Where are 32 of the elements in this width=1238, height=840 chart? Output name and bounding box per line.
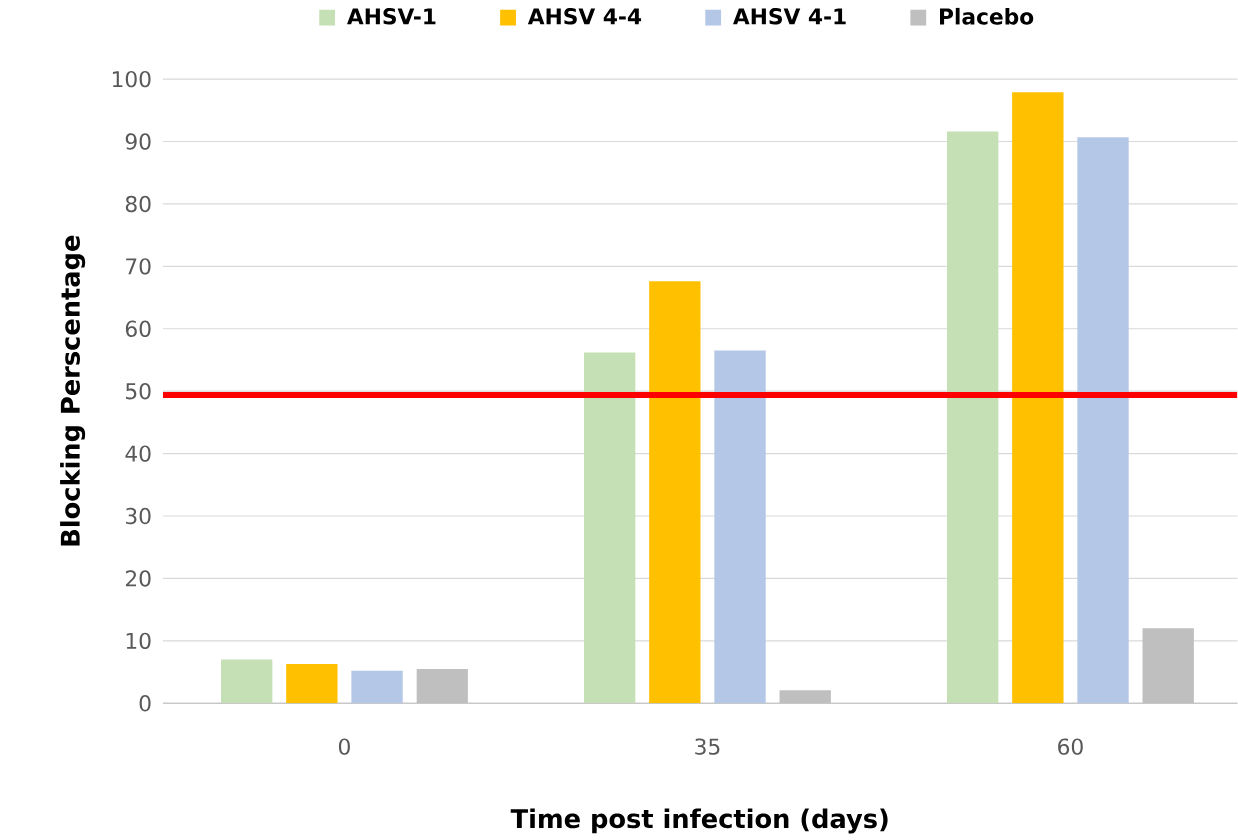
- y-tick-label: 30: [126, 507, 151, 525]
- x-tick-label: 35: [695, 738, 720, 755]
- y-tick-label: 50: [126, 382, 151, 400]
- legend-label: AHSV 4-1: [733, 8, 846, 25]
- y-tick-label: 20: [125, 570, 151, 587]
- bar: [779, 690, 831, 704]
- x-tick-label: 60: [1058, 738, 1083, 755]
- x-axis-title: Time post infection (days): [510, 808, 888, 834]
- y-tick-label: 80: [125, 195, 151, 213]
- bar: [221, 659, 273, 704]
- legend-label: Placebo: [940, 7, 1034, 25]
- y-tick-label: 70: [126, 258, 151, 275]
- y-tick-label: 100: [112, 70, 151, 88]
- bar: [286, 663, 338, 704]
- legend-label: AHSV 4-4: [527, 8, 642, 25]
- y-axis-title: Blocking Perscentage: [60, 235, 86, 546]
- y-tick-label: 0: [139, 695, 151, 712]
- bar: [1012, 92, 1064, 704]
- y-tick-label: 10: [126, 632, 151, 650]
- legend-label: AHSV-1: [347, 8, 436, 25]
- bar: [1142, 628, 1194, 704]
- bar: [649, 281, 701, 704]
- bar: [946, 131, 999, 704]
- y-tick-label: 60: [125, 320, 151, 337]
- y-tick-label: 40: [125, 445, 151, 462]
- x-tick-label: 0: [338, 738, 350, 755]
- bar: [416, 668, 468, 704]
- bar: [714, 350, 766, 704]
- bar: [584, 352, 636, 704]
- bar: [351, 670, 403, 704]
- bar: [1077, 137, 1129, 704]
- y-tick-label: 90: [125, 133, 151, 150]
